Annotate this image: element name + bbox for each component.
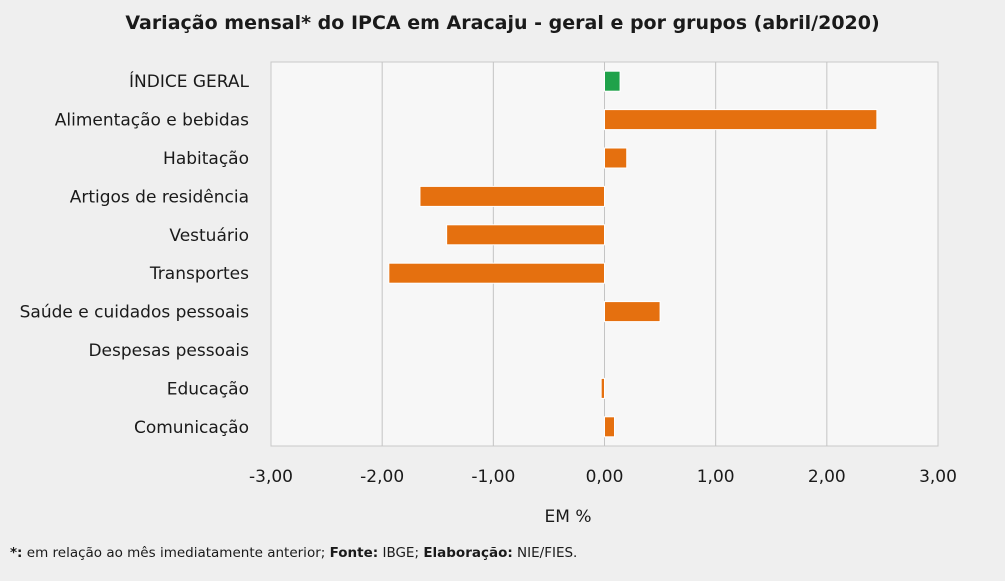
x-tick-label: 3,00 <box>919 467 957 487</box>
footnote-source-label: Fonte: <box>329 545 379 561</box>
footnote-elab-label: Elaboração: <box>423 545 513 561</box>
category-label: Educação <box>167 379 249 399</box>
bar <box>604 416 616 438</box>
category-label: Artigos de residência <box>70 187 249 207</box>
footnote-star-label: *: <box>10 545 23 561</box>
x-tick-label: 0,00 <box>586 467 624 487</box>
category-label: Vestuário <box>169 226 249 246</box>
bar <box>419 185 606 207</box>
x-tick-label: 1,00 <box>697 467 735 487</box>
bar <box>604 70 621 92</box>
bar <box>600 377 605 399</box>
category-label: Saúde e cuidados pessoais <box>20 303 250 323</box>
bar <box>446 224 606 246</box>
category-label: ÍNDICE GERAL <box>129 70 250 92</box>
bar <box>604 301 661 323</box>
category-label: Comunicação <box>134 418 249 438</box>
bar <box>604 147 628 169</box>
bars <box>388 70 878 438</box>
footnote-source-text: IBGE; <box>378 545 424 561</box>
bar <box>388 262 605 284</box>
category-label: Transportes <box>149 264 249 284</box>
category-label: Alimentação e bebidas <box>55 111 249 131</box>
x-tick-labels: -3,00 -2,00 -1,00 0,00 1,00 2,00 3,00 <box>249 467 957 487</box>
bar <box>604 109 878 131</box>
category-label: Habitação <box>163 149 249 169</box>
footnote-elab-text: NIE/FIES. <box>512 545 578 561</box>
x-tick-label: -2,00 <box>360 467 404 487</box>
category-labels: ÍNDICE GERAL Alimentação e bebidas Habitaç… <box>20 70 250 438</box>
x-tick-label: -1,00 <box>471 467 515 487</box>
footnote-star-text: em relação ao mês imediatamente anterior… <box>22 545 330 561</box>
x-axis-title: EM % <box>545 507 592 527</box>
x-tick-label: 2,00 <box>808 467 846 487</box>
footnote: *: em relação ao mês imediatamente anter… <box>10 545 577 561</box>
chart-title: Variação mensal* do IPCA em Aracaju - ge… <box>125 12 880 34</box>
category-label: Despesas pessoais <box>88 341 249 361</box>
x-tick-label: -3,00 <box>249 467 293 487</box>
